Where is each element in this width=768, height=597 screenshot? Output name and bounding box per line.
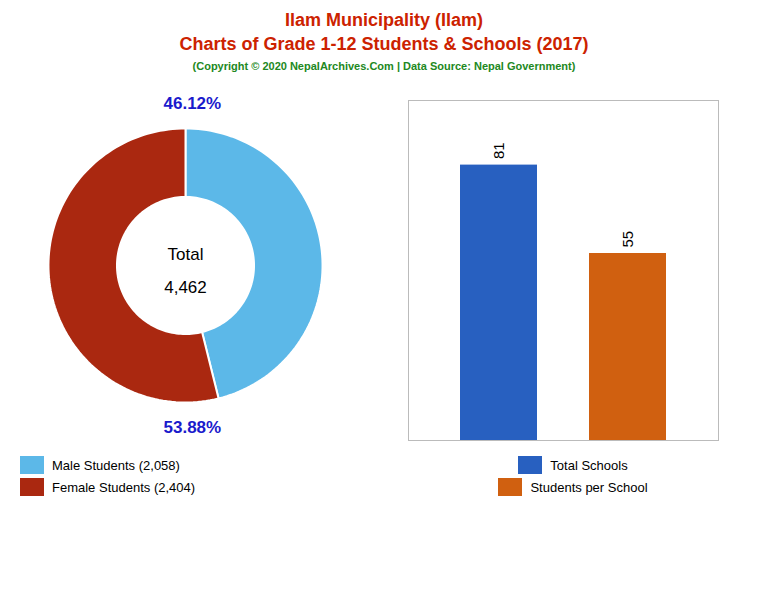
html-text:Male Students (2,058): Male Students (2,058) — [52, 457, 180, 473]
svg-text:81: 81 — [490, 142, 507, 159]
html-text:(Copyright © 2020 NepalArchive: (Copyright © 2020 NepalArchives.Com | Da… — [192, 60, 576, 72]
svg-text:53.88%: 53.88% — [164, 418, 222, 437]
html-text:Female Students (2,404): Female Students (2,404) — [52, 479, 196, 495]
html-text:Students per School: Students per School — [530, 479, 648, 495]
svg-text:4,462: 4,462 — [164, 278, 207, 297]
html-text:Charts of Grade 1-12 Students: Charts of Grade 1-12 Students & Schools … — [179, 34, 589, 54]
html-text:Ilam Municipality (Ilam): Ilam Municipality (Ilam) — [285, 10, 483, 30]
svg-text:55: 55 — [619, 231, 636, 248]
svg-text:46.12%: 46.12% — [164, 94, 222, 113]
svg-text:Total: Total — [168, 245, 204, 264]
html-text:Total Schools: Total Schools — [550, 457, 628, 473]
